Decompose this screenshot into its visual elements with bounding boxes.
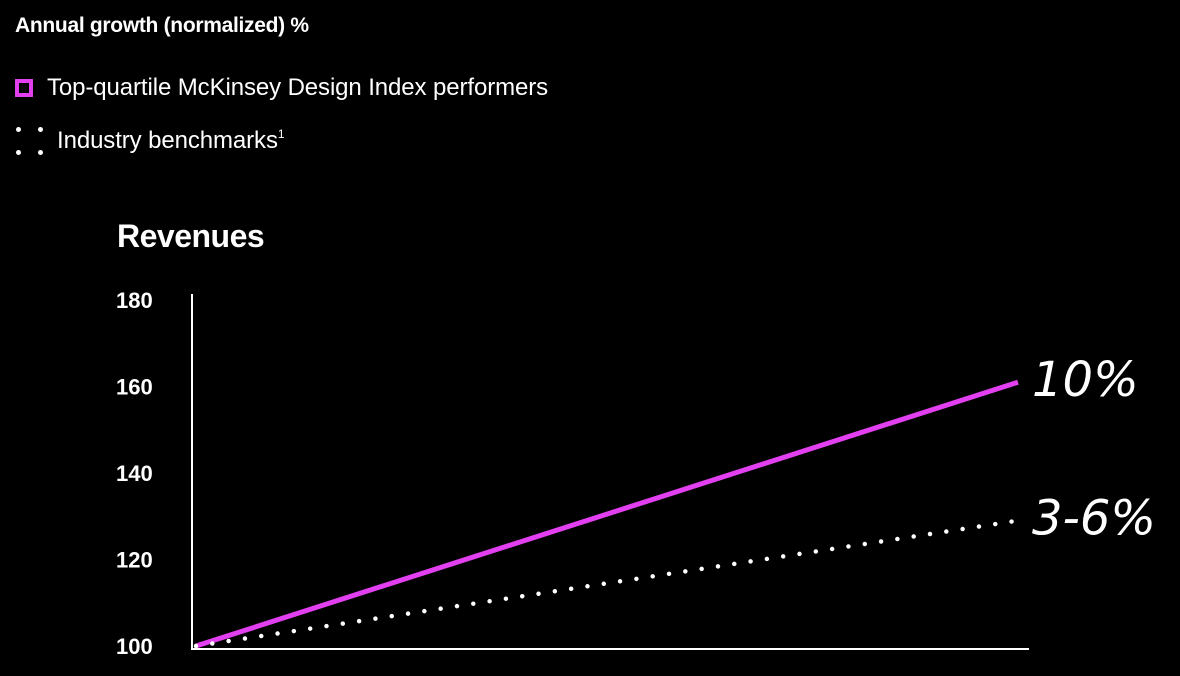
legend-label-industry: Industry benchmarks1 [57,127,285,155]
y-tick-label-140: 140 [116,461,153,486]
legend-label-footnote: 1 [277,127,285,141]
series-end-label-industry-benchmarks: 3-6% [1032,491,1156,547]
legend-swatch-square [15,79,33,97]
y-tick-label-120: 120 [116,548,153,573]
legend-label-industry-text: Industry benchmarks [57,127,278,154]
y-tick-label-100: 100 [116,634,153,659]
header-title: Annual growth (normalized) % [15,14,309,37]
series-end-label-top-quartile: 10% [1032,352,1139,408]
chart-title: Revenues [117,218,265,254]
series-line-industry-benchmarks [193,518,1021,649]
legend-item-top-quartile: Top-quartile McKinsey Design Index perfo… [15,74,548,102]
legend-item-industry: Industry benchmarks1 [15,124,285,158]
y-tick-label-180: 180 [116,288,153,313]
legend-label-top-quartile: Top-quartile McKinsey Design Index perfo… [47,74,549,101]
series-line-top-quartile [195,379,1019,649]
legend-swatch-dots [15,124,45,158]
y-tick-label-160: 160 [116,375,153,400]
